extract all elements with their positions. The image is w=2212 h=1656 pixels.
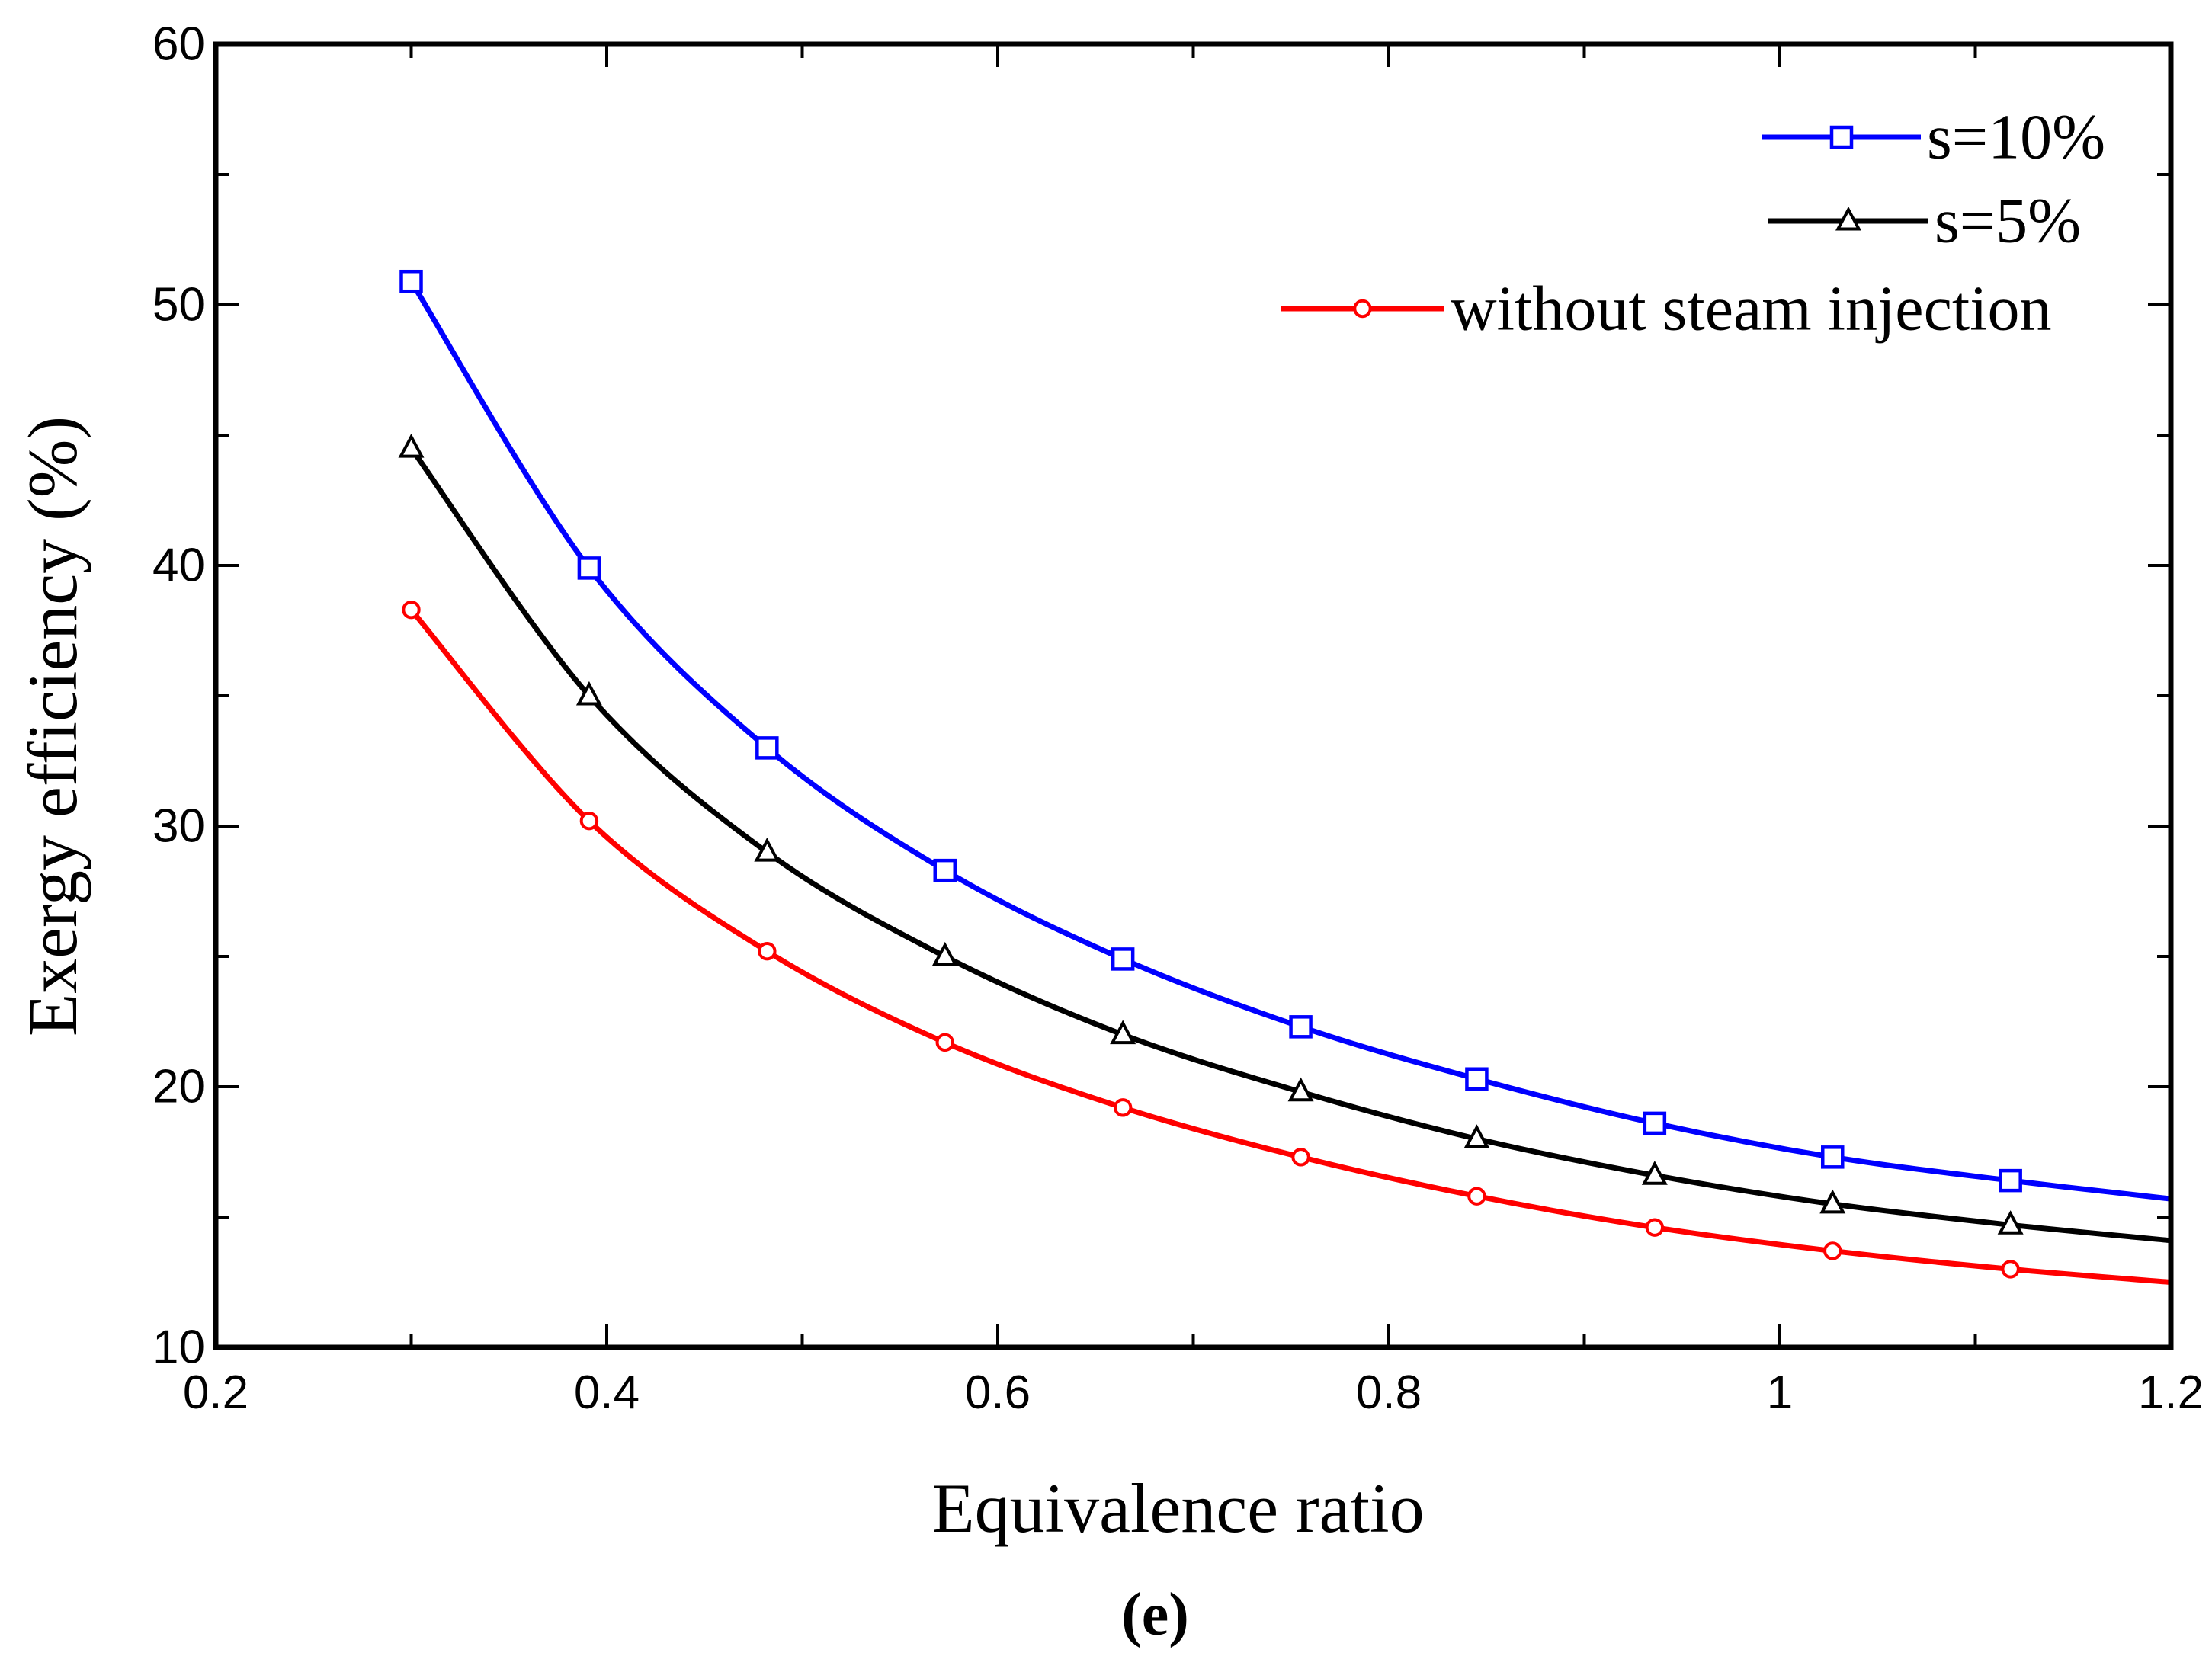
y-tick-label: 30 <box>152 800 205 853</box>
legend-square-series-marker <box>1829 125 1854 149</box>
triangle-series-point <box>1819 1189 1846 1214</box>
x-tick-label: 0.6 <box>965 1366 1031 1419</box>
circle-series-point <box>1467 1187 1486 1206</box>
triangle-series-point <box>1287 1077 1314 1102</box>
square-series-point <box>577 556 601 580</box>
tick-labels: 0.2 0.4 0.6 0.8 1 1.2 10 20 30 40 50 60 <box>152 18 2204 1420</box>
legend-circle-series-marker <box>1353 299 1372 319</box>
square-series-line <box>409 280 2172 1202</box>
square-series-point <box>1643 1111 1667 1135</box>
y-tick-label: 10 <box>152 1321 205 1374</box>
plot-frame <box>213 41 2174 1350</box>
triangle-series-point <box>1110 1020 1136 1045</box>
circle-series-point <box>1823 1241 1842 1260</box>
axis-ticks <box>214 43 2172 1349</box>
triangle-series-line <box>409 447 2172 1244</box>
x-axis-label: Equivalence ratio <box>931 1469 1424 1547</box>
circle-series-point <box>1645 1218 1665 1237</box>
circle-series-point <box>935 1033 954 1052</box>
square-series-point <box>1465 1067 1489 1091</box>
legend-circle-series-label: without steam injection <box>1451 274 2052 344</box>
square-series-point <box>399 269 423 293</box>
circle-series-point <box>758 941 777 961</box>
y-tick-label: 60 <box>152 18 205 71</box>
x-tick-label: 0.8 <box>1356 1366 1422 1419</box>
circle-series-point <box>1291 1148 1310 1167</box>
x-tick-label: 1 <box>1767 1366 1793 1419</box>
series-curves <box>409 280 2172 1285</box>
circle-series-point <box>402 600 421 620</box>
square-series-point <box>1821 1145 1845 1169</box>
square-series-point <box>1999 1168 2022 1193</box>
triangle-series-point <box>931 941 958 966</box>
legend-triangle-series-label: s=5% <box>1935 186 2081 257</box>
legend: s=10% s=5% without steam injection <box>1281 102 2105 344</box>
legend-square-series-label: s=10% <box>1927 102 2105 173</box>
y-tick-label: 20 <box>152 1061 205 1113</box>
y-axis-label: Exergy efficiency (%) <box>14 416 91 1036</box>
figure-caption: (e) <box>1121 1581 1189 1648</box>
x-tick-label: 0.2 <box>183 1366 248 1419</box>
circle-series-line <box>409 607 2172 1285</box>
square-series-point <box>1111 947 1135 971</box>
y-tick-label: 50 <box>152 279 205 332</box>
triangle-series-point <box>1997 1210 2024 1235</box>
x-tick-label: 1.2 <box>2138 1366 2204 1419</box>
triangle-series-point <box>1463 1124 1490 1148</box>
x-tick-label: 0.4 <box>574 1366 640 1419</box>
circle-series-point <box>1113 1098 1133 1117</box>
square-series-point <box>755 736 779 760</box>
y-tick-label: 40 <box>152 540 205 592</box>
triangle-series-point <box>1641 1161 1668 1185</box>
square-series-point <box>1289 1015 1313 1039</box>
triangle-series-point <box>754 838 781 862</box>
circle-series-point <box>2001 1260 2020 1279</box>
legend-triangle-series-marker <box>1835 206 1861 231</box>
square-series-point <box>933 858 957 882</box>
series-markers <box>398 269 2024 1279</box>
triangle-series-point <box>575 681 602 706</box>
circle-series-point <box>579 811 599 831</box>
triangle-series-point <box>398 433 425 458</box>
